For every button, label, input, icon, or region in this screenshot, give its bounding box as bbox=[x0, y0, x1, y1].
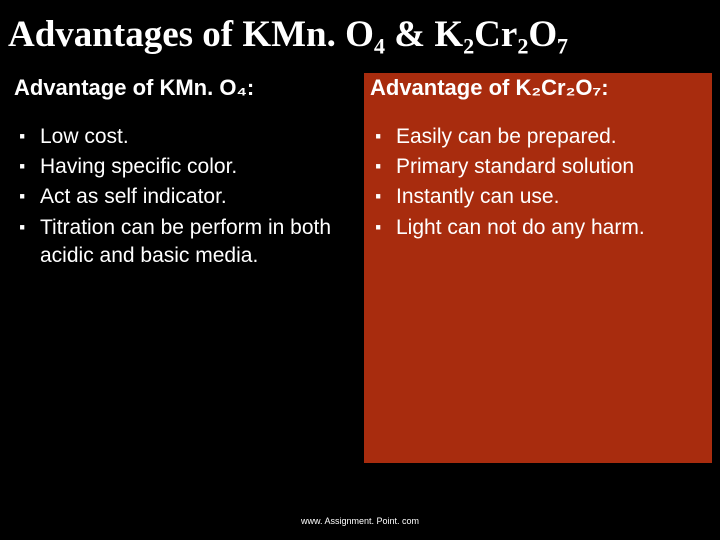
list-item: Having specific color. bbox=[18, 153, 350, 181]
slide-container: Advantages of KMn. O₄ & K₂Cr₂O₇ Advantag… bbox=[0, 0, 720, 540]
list-item: Light can not do any harm. bbox=[374, 214, 706, 242]
slide-title: Advantages of KMn. O₄ & K₂Cr₂O₇ bbox=[0, 0, 720, 63]
list-item: Easily can be prepared. bbox=[374, 123, 706, 151]
right-column: Advantage of K₂Cr₂O₇: Easily can be prep… bbox=[364, 73, 712, 463]
list-item: Instantly can use. bbox=[374, 183, 706, 211]
footer-text: www. Assignment. Point. com bbox=[0, 516, 720, 526]
list-item: Act as self indicator. bbox=[18, 183, 350, 211]
left-list: Low cost. Having specific color. Act as … bbox=[14, 123, 350, 271]
columns-container: Advantage of KMn. O₄: Low cost. Having s… bbox=[0, 63, 720, 463]
list-item: Low cost. bbox=[18, 123, 350, 151]
right-list: Easily can be prepared. Primary standard… bbox=[370, 123, 706, 242]
list-item: Primary standard solution bbox=[374, 153, 706, 181]
right-heading: Advantage of K₂Cr₂O₇: bbox=[370, 75, 706, 101]
left-column: Advantage of KMn. O₄: Low cost. Having s… bbox=[8, 73, 356, 463]
left-heading: Advantage of KMn. O₄: bbox=[14, 75, 350, 101]
list-item: Titration can be perform in both acidic … bbox=[18, 214, 350, 271]
